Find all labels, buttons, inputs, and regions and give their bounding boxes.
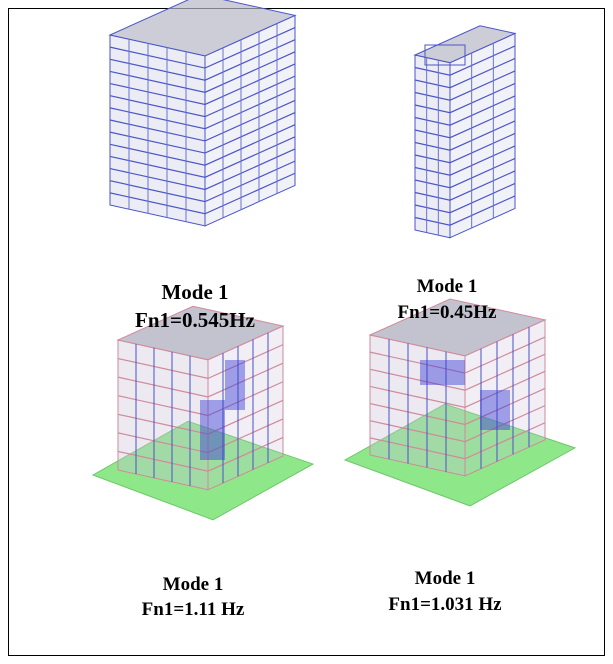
highlight-patch	[480, 390, 510, 430]
figure: Mode 1 Fn1=0.545Hz Mode 1 Fn1=0.45Hz Mod…	[0, 0, 613, 664]
mode-label: Mode 1	[161, 280, 228, 304]
models	[93, 0, 575, 520]
highlight-patch	[225, 360, 245, 410]
frequency-label: Fn1=0.45Hz	[398, 302, 498, 323]
mode-label: Mode 1	[417, 276, 478, 297]
highlight-patch	[200, 400, 225, 460]
highlight-patch	[420, 360, 465, 385]
front-face	[370, 335, 465, 476]
frequency-label: Fn1=1.031 Hz	[388, 594, 502, 615]
frequency-label: Fn1=1.11 Hz	[142, 599, 245, 620]
figure-canvas: Mode 1 Fn1=0.545Hz Mode 1 Fn1=0.45Hz Mod…	[0, 0, 613, 664]
frequency-label: Fn1=0.545Hz	[135, 308, 255, 332]
front-face	[118, 340, 208, 490]
mode-label: Mode 1	[163, 574, 224, 595]
mode-label: Mode 1	[415, 568, 476, 589]
